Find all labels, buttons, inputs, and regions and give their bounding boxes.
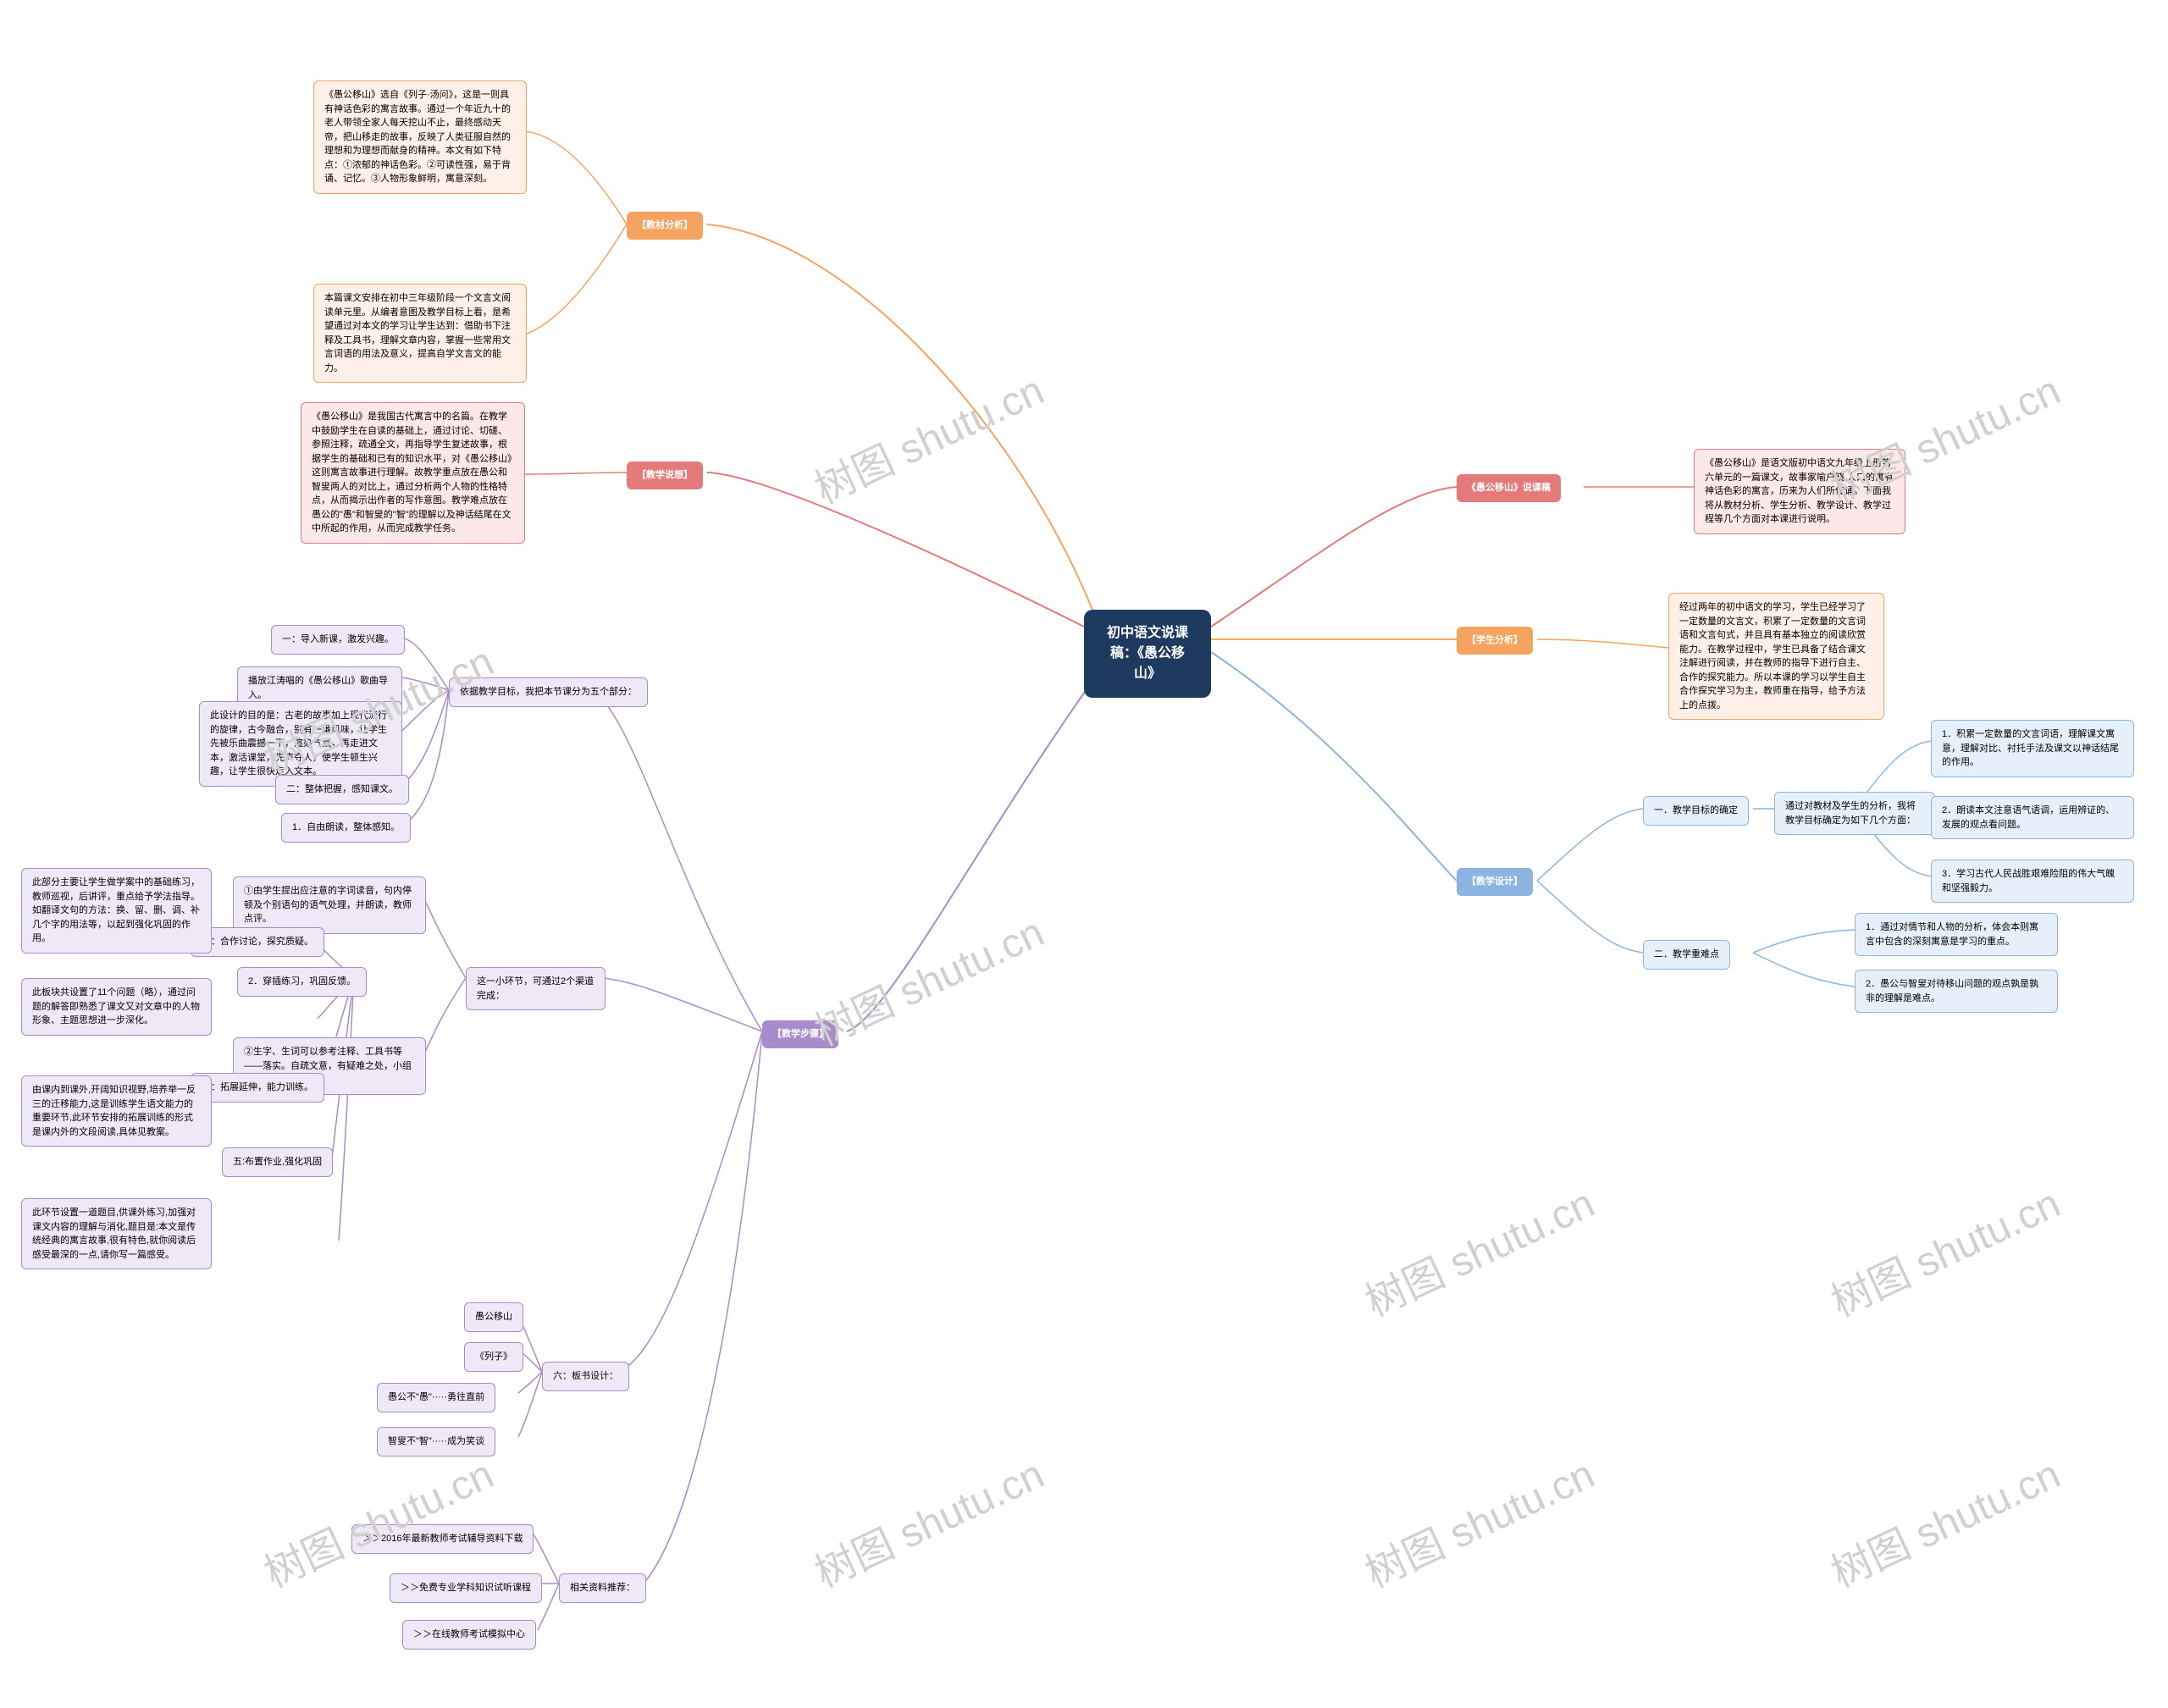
watermark: 树图 shutu.cn [1820,1170,2068,1328]
sheji-zn2: 2．愚公与智叟对待移山问题的观点孰是孰非的理解是难点。 [1855,970,2058,1013]
xuesheng-text: 经过两年的初中语文的学习，学生已经学习了一定数量的文言文，积累了一定数量的文言词… [1668,593,1884,720]
watermark: 树图 shutu.cn [804,899,1052,1057]
buzhou-p5a: 此环节设置一道题目,供课外练习,加强对课文内容的理解与消化,题目是:本文是传统经… [21,1198,212,1269]
buzhou-bs-label: 六：板书设计： [542,1362,629,1391]
watermark: 树图 shutu.cn [1354,1441,1602,1599]
sheji-zn-label: 二．教学重难点 [1643,940,1730,970]
shuoxiang-text: 《愚公移山》是我国古代寓言中的名篇。在教学中鼓励学生在自读的基础上，通过讨论、切… [301,402,525,544]
watermark: 树图 shutu.cn [804,1441,1052,1599]
sheji-mb1: 1．积累一定数量的文言词语，理解课文寓意，理解对比、衬托手法及课文以神话结尾的作… [1931,720,2134,777]
sheji-label: 【教学设计】 [1457,868,1533,896]
buzhou-p5: 五:布置作业,强化巩固 [222,1147,333,1177]
buzhou-bs2: 《列子》 [464,1342,523,1372]
buzhou-p2: 二：整体把握，感知课文。 [275,775,409,804]
sheji-mb-text: 通过对教材及学生的分析，我将教学目标确定为如下几个方面： [1774,792,1935,835]
jiaocai-b: 本篇课文安排在初中三年级阶段一个文言文阅读单元里。从编者意图及教学目标上看，是希… [313,284,527,383]
buzhou-p3b: 此板块共设置了11个问题（略），通过问题的解答即熟悉了课文又对文章中的人物形象、… [21,978,212,1036]
jiaocai-label: 【教材分析】 [627,212,703,240]
buzhou-label: 【教学步骤】 [762,1020,838,1048]
sheji-mb3: 3．学习古代人民战胜艰难险阻的伟大气魄和坚强毅力。 [1931,860,2134,903]
center-node: 初中语文说课稿：《愚公移山》 [1084,610,1211,698]
jiaocai-a: 《愚公移山》选自《列子·汤问》，这是一则具有神话色彩的寓言故事。通过一个年近九十… [313,80,527,194]
watermark: 树图 shutu.cn [1354,1170,1602,1328]
buzhou-p1: 一：导入新课，激发兴趣。 [271,625,405,655]
buzhou-p3a: 此部分主要让学生做学案中的基础练习，教师巡视，后讲评，重点给予学法指导。如翻译文… [21,868,212,953]
xuesheng-label: 【学生分析】 [1457,627,1533,655]
shuoxiang-label: 【教学说想】 [627,462,703,489]
buzhou-rel3: ＞＞在线教师考试模拟中心 [402,1620,536,1650]
buzhou-bs4: 智叟不"智"·····成为笑谈 [377,1427,495,1456]
sheji-mb2: 2．朗读本文注意语气语调，运用辨证的、发展的观点看问题。 [1931,796,2134,839]
buzhou-p4a: 由课内到课外,开阔知识视野,培养举一反三的迁移能力,这是训练学生语文能力的重要环… [21,1075,212,1147]
buzhou-bs1: 愚公移山 [464,1302,523,1332]
buzhou-lx-root: 2．穿插练习，巩固反馈。 [237,967,367,997]
shuoke-text: 《愚公移山》是语文版初中语文九年级上册第六单元的一篇课文，故事家喻户晓,人口的寓… [1694,449,1905,534]
shuoke-label: 《愚公移山》说课稿 [1457,474,1561,502]
buzhou-rel2: ＞＞免费专业学科知识试听课程 [390,1573,542,1603]
sheji-zn1: 1．通过对情节和人物的分析，体会本则寓言中包含的深刻寓意是学习的重点。 [1855,913,2058,956]
buzhou-lx-inner: 这一小环节，可通过2个渠道完成： [466,967,606,1010]
buzhou-rel1: ＞＞2016年最新教师考试辅导资料下载 [351,1524,534,1554]
watermark: 树图 shutu.cn [804,357,1052,515]
buzhou-bs3: 愚公不"愚"·····勇往直前 [377,1383,495,1412]
watermark: 树图 shutu.cn [1820,1441,2068,1599]
buzhou-p1b: 此设计的目的是：古老的故事加上现代流行的旋律，古今融合，别有一番风味，让学生先被… [199,701,402,787]
sheji-mb-label: 一．教学目标的确定 [1643,796,1749,826]
buzhou-root: 依据教学目标，我把本节课分为五个部分： [449,677,648,707]
buzhou-lx1: ①由学生提出应注意的字词读音，句内停顿及个别语句的语气处理，并朗读，教师点评。 [233,876,426,934]
buzhou-p2a: 1．自由朗读，整体感知。 [281,813,411,843]
buzhou-rel-label: 相关资料推荐： [559,1573,646,1603]
